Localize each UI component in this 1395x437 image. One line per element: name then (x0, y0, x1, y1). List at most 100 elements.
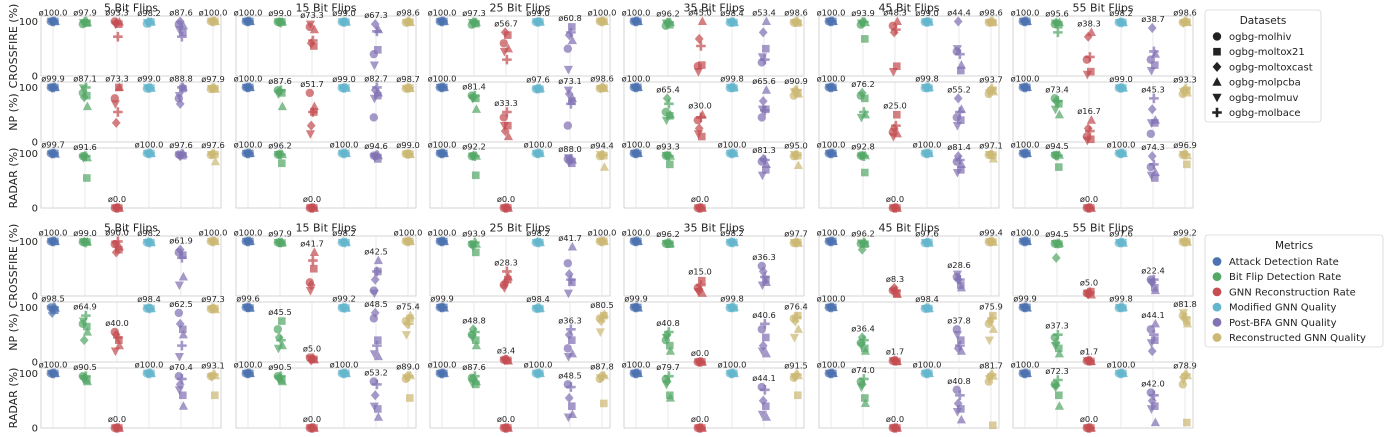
data-point (244, 302, 254, 313)
data-point (698, 61, 706, 69)
data-point (209, 16, 219, 27)
data-point (1117, 17, 1127, 28)
data-point (438, 302, 448, 313)
mean-annotation: ø61.9 (169, 236, 193, 246)
data-point (308, 423, 318, 433)
data-point (1083, 31, 1093, 42)
data-point (1183, 160, 1191, 169)
mean-annotation: ø90.0 (105, 228, 129, 238)
data-point (81, 310, 91, 321)
plot-panel (40, 301, 222, 363)
mean-annotation: ø100.0 (817, 360, 846, 370)
data-point (666, 341, 674, 350)
mean-annotation: ø74.0 (851, 365, 875, 375)
mean-annotation: ø98.2 (526, 228, 550, 238)
data-point (472, 171, 480, 180)
data-point (664, 17, 674, 28)
data-point (955, 155, 965, 165)
panel-frame (818, 235, 1000, 297)
data-point (174, 281, 184, 291)
data-point (145, 148, 155, 159)
data-point (1053, 329, 1063, 340)
data-point (984, 336, 994, 346)
data-point (758, 395, 768, 406)
mean-annotation: ø100.0 (199, 228, 228, 238)
data-point (957, 336, 965, 344)
data-point (81, 82, 91, 93)
data-point (471, 104, 481, 113)
mean-annotation: ø79.7 (656, 362, 680, 372)
mean-annotation: ø15.0 (688, 267, 712, 277)
data-point (369, 350, 379, 359)
data-point (273, 344, 283, 354)
plot-panel (623, 367, 805, 433)
data-point (632, 16, 642, 27)
data-point (1053, 375, 1063, 385)
data-point (534, 303, 544, 313)
data-point (438, 236, 448, 247)
mean-annotation: ø98.4 (137, 294, 161, 304)
legend-item: Modified GNN Quality (1229, 303, 1337, 314)
legend-frame (1204, 9, 1322, 123)
row-label: NP (%) (7, 93, 20, 130)
data-point (563, 44, 572, 53)
mean-annotation: ø16.7 (1077, 106, 1101, 116)
data-point (1151, 61, 1159, 69)
data-point (563, 413, 573, 423)
legend-marker (1212, 32, 1222, 41)
data-point (370, 274, 380, 285)
mean-annotation: ø97.6 (201, 140, 225, 150)
mean-annotation: ø99.8 (1109, 294, 1133, 304)
panel-frame (1012, 147, 1194, 209)
data-point (308, 35, 318, 46)
data-point (1086, 27, 1096, 36)
y-tick-label: 0 (32, 424, 38, 435)
data-point (564, 393, 574, 403)
data-point (374, 336, 382, 344)
mean-annotation: ø0.0 (691, 348, 709, 358)
mean-annotation: ø100.0 (622, 140, 651, 150)
data-point (1082, 136, 1092, 146)
mean-annotation: ø100.0 (1107, 360, 1136, 370)
mean-annotation: ø81.3 (752, 145, 776, 155)
mean-annotation: ø99.4 (979, 228, 1003, 238)
data-point (1085, 203, 1095, 213)
legend-item: Reconstructed GNN Quality (1229, 333, 1366, 344)
data-point (728, 368, 738, 379)
plot-panel (235, 147, 417, 213)
data-point (374, 46, 382, 54)
data-point (244, 82, 254, 93)
mean-annotation: ø45.3 (1141, 84, 1165, 94)
data-point (471, 340, 481, 350)
data-point (340, 148, 350, 159)
mean-annotation: ø60.8 (558, 13, 582, 23)
data-point (470, 17, 480, 28)
data-point (952, 168, 962, 178)
data-point (500, 27, 510, 38)
data-point (244, 236, 254, 247)
data-point (174, 386, 184, 395)
legend-item: ogbg-moltoxcast (1229, 62, 1313, 73)
data-point (81, 151, 91, 161)
data-point (83, 174, 91, 182)
data-point (1050, 19, 1060, 29)
mean-annotation: ø100.0 (524, 140, 553, 150)
data-point (989, 421, 997, 430)
legend-item: ogbg-molhiv (1229, 32, 1292, 43)
panel-frame (623, 81, 805, 143)
panel-frame (235, 81, 417, 143)
data-point (1181, 312, 1191, 323)
data-point (277, 101, 287, 111)
column-title: 45 Bit Flips (878, 222, 939, 235)
data-point (81, 371, 91, 381)
mean-annotation: ø64.9 (73, 302, 97, 312)
data-point (1181, 237, 1191, 247)
data-point (891, 356, 901, 366)
mean-annotation: ø41.7 (300, 238, 324, 248)
mean-annotation: ø81.4 (947, 142, 971, 152)
mean-annotation: ø51.7 (300, 79, 324, 89)
mean-annotation: ø73.3 (300, 10, 324, 20)
data-point (987, 16, 997, 27)
mean-annotation: ø100.0 (234, 74, 263, 84)
mean-annotation: ø98.6 (1173, 8, 1197, 18)
